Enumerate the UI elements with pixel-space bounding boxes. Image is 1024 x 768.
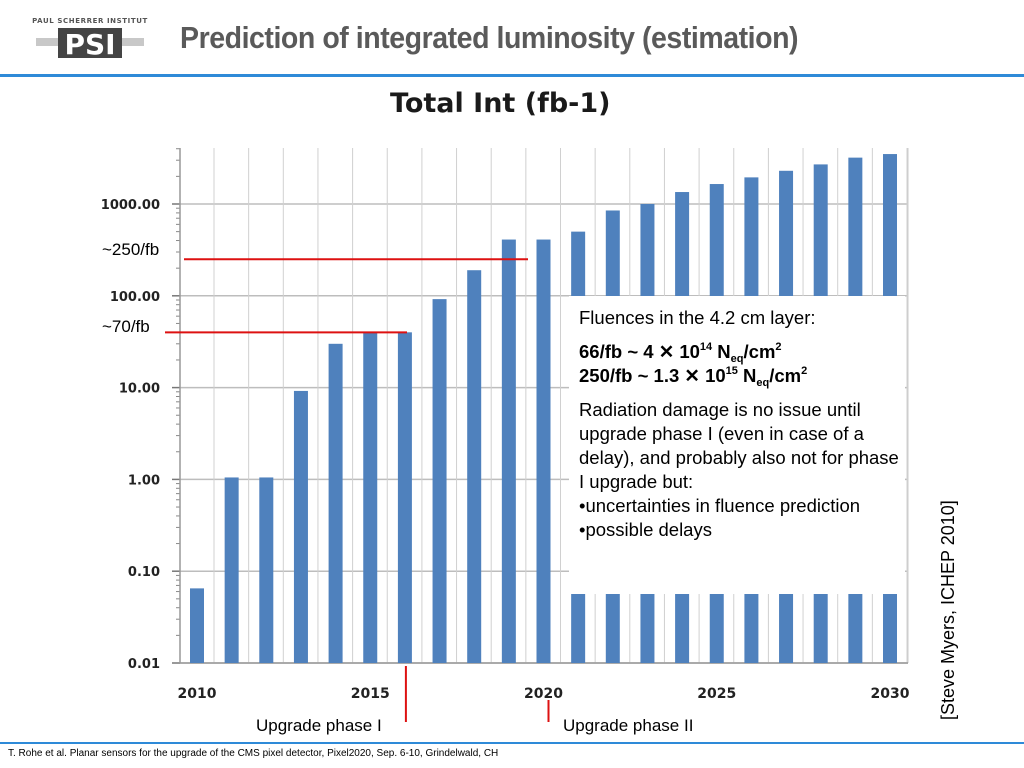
bar-2011 [224, 477, 239, 663]
x-tick-label: 2025 [697, 686, 736, 702]
y-tick-label: 1.00 [128, 473, 160, 488]
x-tick-label: 2030 [871, 686, 910, 702]
y-tick-label: 0.10 [128, 565, 160, 580]
info-body: Radiation damage is no issue until upgra… [579, 399, 899, 492]
bar-2015 [363, 332, 378, 663]
label-upgrade-phase-2: Upgrade phase II [563, 716, 694, 735]
info-heading: Fluences in the 4.2 cm layer: [579, 307, 816, 328]
bar-2019 [501, 239, 516, 663]
y-tick-label: 0.01 [128, 657, 160, 672]
label-upgrade-phase-1: Upgrade phase I [256, 716, 382, 735]
slide-title: Prediction of integrated luminosity (est… [180, 20, 799, 55]
footer-citation: T. Rohe et al. Planar sensors for the up… [8, 748, 499, 759]
info-bullet-1: •uncertainties in fluence prediction [579, 495, 861, 516]
info-bullet-2: •possible delays [579, 519, 712, 540]
logo-mark: PSI [64, 28, 115, 61]
chart-title: Total Int (fb-1) [390, 88, 611, 119]
y-tick-label: 10.00 [119, 382, 160, 397]
x-tick-label: 2015 [351, 686, 390, 702]
label-250fb: ~250/fb [102, 240, 160, 259]
fluence-line-66fb: 66/fb ~ 4 ✕ 1014 Neq/cm2 [579, 341, 782, 365]
bar-2016 [397, 332, 412, 663]
bar-2010 [190, 588, 204, 663]
title-divider [0, 74, 1024, 77]
logo-text: PAUL SCHERRER INSTITUT [32, 17, 148, 25]
label-70fb: ~70/fb [102, 317, 150, 336]
y-tick-label: 100.00 [110, 290, 160, 305]
bar-2013 [293, 390, 308, 663]
bar-2017 [432, 299, 447, 663]
footer-divider [0, 742, 1024, 744]
bar-2020 [536, 239, 551, 663]
psi-logo: PAUL SCHERRER INSTITUT PSI [32, 17, 148, 61]
fluence-line-250fb: 250/fb ~ 1.3 ✕ 1015 Neq/cm2 [579, 365, 808, 389]
bar-2012 [259, 477, 274, 663]
x-tick-label: 2020 [524, 686, 563, 702]
source-citation: [Steve Myers, ICHEP 2010] [938, 500, 958, 720]
bar-2014 [328, 343, 343, 663]
bar-2018 [467, 270, 482, 663]
fluence-info-box: Fluences in the 4.2 cm layer: 66/fb ~ 4 … [569, 296, 905, 594]
x-tick-label: 2010 [178, 686, 217, 702]
y-tick-label: 1000.00 [101, 198, 160, 213]
